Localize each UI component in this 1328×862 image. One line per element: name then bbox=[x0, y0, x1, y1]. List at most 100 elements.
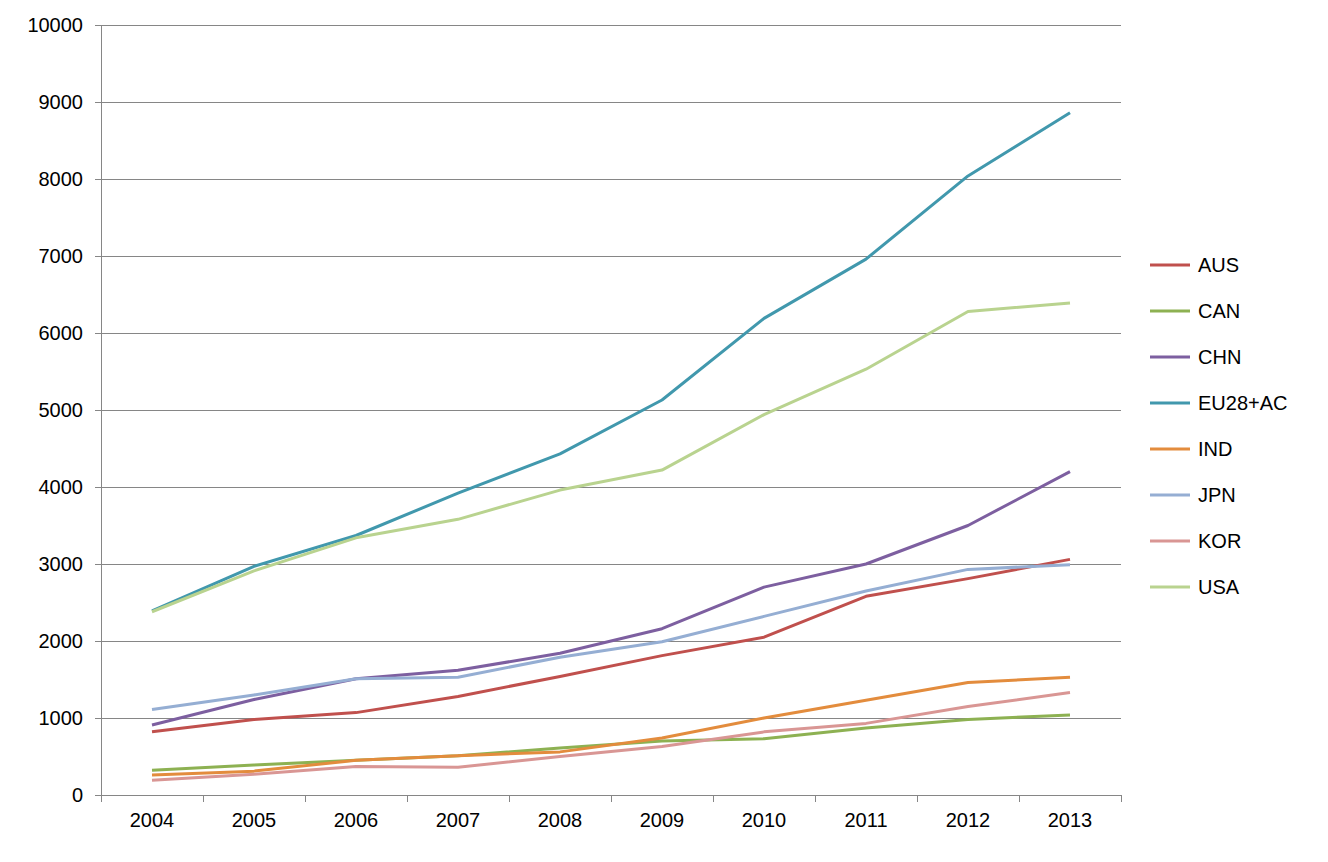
series-line bbox=[152, 559, 1070, 731]
series-line bbox=[152, 303, 1070, 612]
legend-item: CAN bbox=[1150, 300, 1240, 322]
grid-line bbox=[95, 179, 1121, 180]
x-tick: 2012 bbox=[946, 795, 991, 831]
legend-item: EU28+AC bbox=[1150, 392, 1288, 414]
x-tick-label: 2004 bbox=[130, 809, 175, 831]
series-line bbox=[152, 113, 1070, 611]
x-divider bbox=[305, 795, 306, 802]
y-tick: 10000 bbox=[27, 14, 101, 36]
legend-label: KOR bbox=[1198, 530, 1241, 552]
y-tick-mark bbox=[95, 795, 101, 796]
x-tick: 2005 bbox=[232, 795, 277, 831]
y-tick-mark bbox=[95, 564, 101, 565]
series-line bbox=[152, 693, 1070, 781]
x-divider bbox=[611, 795, 612, 802]
x-tick: 2008 bbox=[538, 795, 583, 831]
legend-swatch bbox=[1150, 264, 1190, 267]
x-divider bbox=[815, 795, 816, 802]
y-tick: 8000 bbox=[39, 168, 102, 190]
legend-swatch bbox=[1150, 494, 1190, 497]
x-divider bbox=[509, 795, 510, 802]
series-line bbox=[152, 677, 1070, 775]
x-tick: 2007 bbox=[436, 795, 481, 831]
y-tick-mark bbox=[95, 410, 101, 411]
grid-line bbox=[95, 487, 1121, 488]
y-tick-label: 5000 bbox=[39, 399, 84, 421]
grid-line bbox=[95, 333, 1121, 334]
y-tick: 2000 bbox=[39, 630, 102, 652]
y-tick-mark bbox=[95, 179, 101, 180]
y-tick: 6000 bbox=[39, 322, 102, 344]
grid-line bbox=[95, 25, 1121, 26]
legend-swatch bbox=[1150, 448, 1190, 451]
x-tick: 2006 bbox=[334, 795, 379, 831]
y-tick-mark bbox=[95, 718, 101, 719]
y-tick: 9000 bbox=[39, 91, 102, 113]
x-tick-label: 2009 bbox=[640, 809, 685, 831]
legend-label: AUS bbox=[1198, 254, 1239, 276]
y-tick: 3000 bbox=[39, 553, 102, 575]
x-tick-label: 2008 bbox=[538, 809, 583, 831]
grid-line bbox=[95, 795, 1121, 796]
y-tick-mark bbox=[95, 256, 101, 257]
x-divider bbox=[713, 795, 714, 802]
legend-swatch bbox=[1150, 540, 1190, 543]
legend-label: EU28+AC bbox=[1198, 392, 1288, 414]
y-axis: 0 1000 2000 3000 4000 5000 6000 7000 8000 9000 100… bbox=[27, 14, 101, 806]
y-tick-mark bbox=[95, 487, 101, 488]
grid-line bbox=[95, 564, 1121, 565]
x-divider bbox=[101, 795, 102, 802]
y-tick-label: 7000 bbox=[39, 245, 84, 267]
x-tick: 2013 bbox=[1048, 795, 1093, 831]
x-axis: 2004 2005 2006 2007 2008 2009 2010 2011 2012 2013 bbox=[102, 795, 1122, 831]
y-tick-label: 2000 bbox=[39, 630, 84, 652]
x-divider bbox=[1019, 795, 1020, 802]
legend: AUSCANCHNEU28+ACINDJPNKORUSA bbox=[1150, 254, 1288, 598]
legend-item: KOR bbox=[1150, 530, 1241, 552]
series-line bbox=[152, 715, 1070, 770]
y-tick: 5000 bbox=[39, 399, 102, 421]
grid-line bbox=[95, 410, 1121, 411]
legend-swatch bbox=[1150, 402, 1190, 405]
series-lines bbox=[152, 113, 1070, 781]
x-dividers bbox=[101, 795, 1121, 802]
x-divider bbox=[917, 795, 918, 802]
y-tick-mark bbox=[95, 333, 101, 334]
x-tick-label: 2005 bbox=[232, 809, 277, 831]
legend-swatch bbox=[1150, 310, 1190, 313]
legend-label: USA bbox=[1198, 576, 1240, 598]
legend-label: CAN bbox=[1198, 300, 1240, 322]
grid-line bbox=[95, 102, 1121, 103]
x-divider bbox=[1121, 795, 1122, 802]
legend-swatch bbox=[1150, 356, 1190, 359]
legend-swatch bbox=[1150, 586, 1190, 589]
y-tick: 0 bbox=[72, 784, 101, 806]
x-tick-label: 2012 bbox=[946, 809, 991, 831]
legend-item: USA bbox=[1150, 576, 1240, 598]
x-tick-label: 2013 bbox=[1048, 809, 1093, 831]
x-tick: 2004 bbox=[130, 795, 175, 831]
x-tick: 2009 bbox=[640, 795, 685, 831]
x-tick-label: 2011 bbox=[844, 809, 887, 831]
series-line bbox=[152, 565, 1070, 710]
y-tick-label: 3000 bbox=[39, 553, 84, 575]
y-tick-label: 4000 bbox=[39, 476, 84, 498]
x-tick: 2010 bbox=[742, 795, 787, 831]
x-divider bbox=[407, 795, 408, 802]
y-axis-line bbox=[95, 26, 102, 796]
y-tick-label: 9000 bbox=[39, 91, 84, 113]
x-tick-label: 2007 bbox=[436, 809, 481, 831]
y-tick-mark bbox=[95, 102, 101, 103]
legend-item: JPN bbox=[1150, 484, 1236, 506]
legend-label: IND bbox=[1198, 438, 1232, 460]
y-tick: 4000 bbox=[39, 476, 102, 498]
y-tick-label: 8000 bbox=[39, 168, 84, 190]
legend-label: JPN bbox=[1198, 484, 1236, 506]
y-tick-label: 6000 bbox=[39, 322, 84, 344]
y-tick-mark bbox=[95, 641, 101, 642]
y-tick-label: 1000 bbox=[39, 707, 84, 729]
series-line bbox=[152, 472, 1070, 725]
grid bbox=[95, 25, 1121, 795]
y-tick-label: 0 bbox=[72, 784, 83, 806]
chart: 0 1000 2000 3000 4000 5000 6000 7000 8000 9000 100… bbox=[0, 0, 1328, 862]
